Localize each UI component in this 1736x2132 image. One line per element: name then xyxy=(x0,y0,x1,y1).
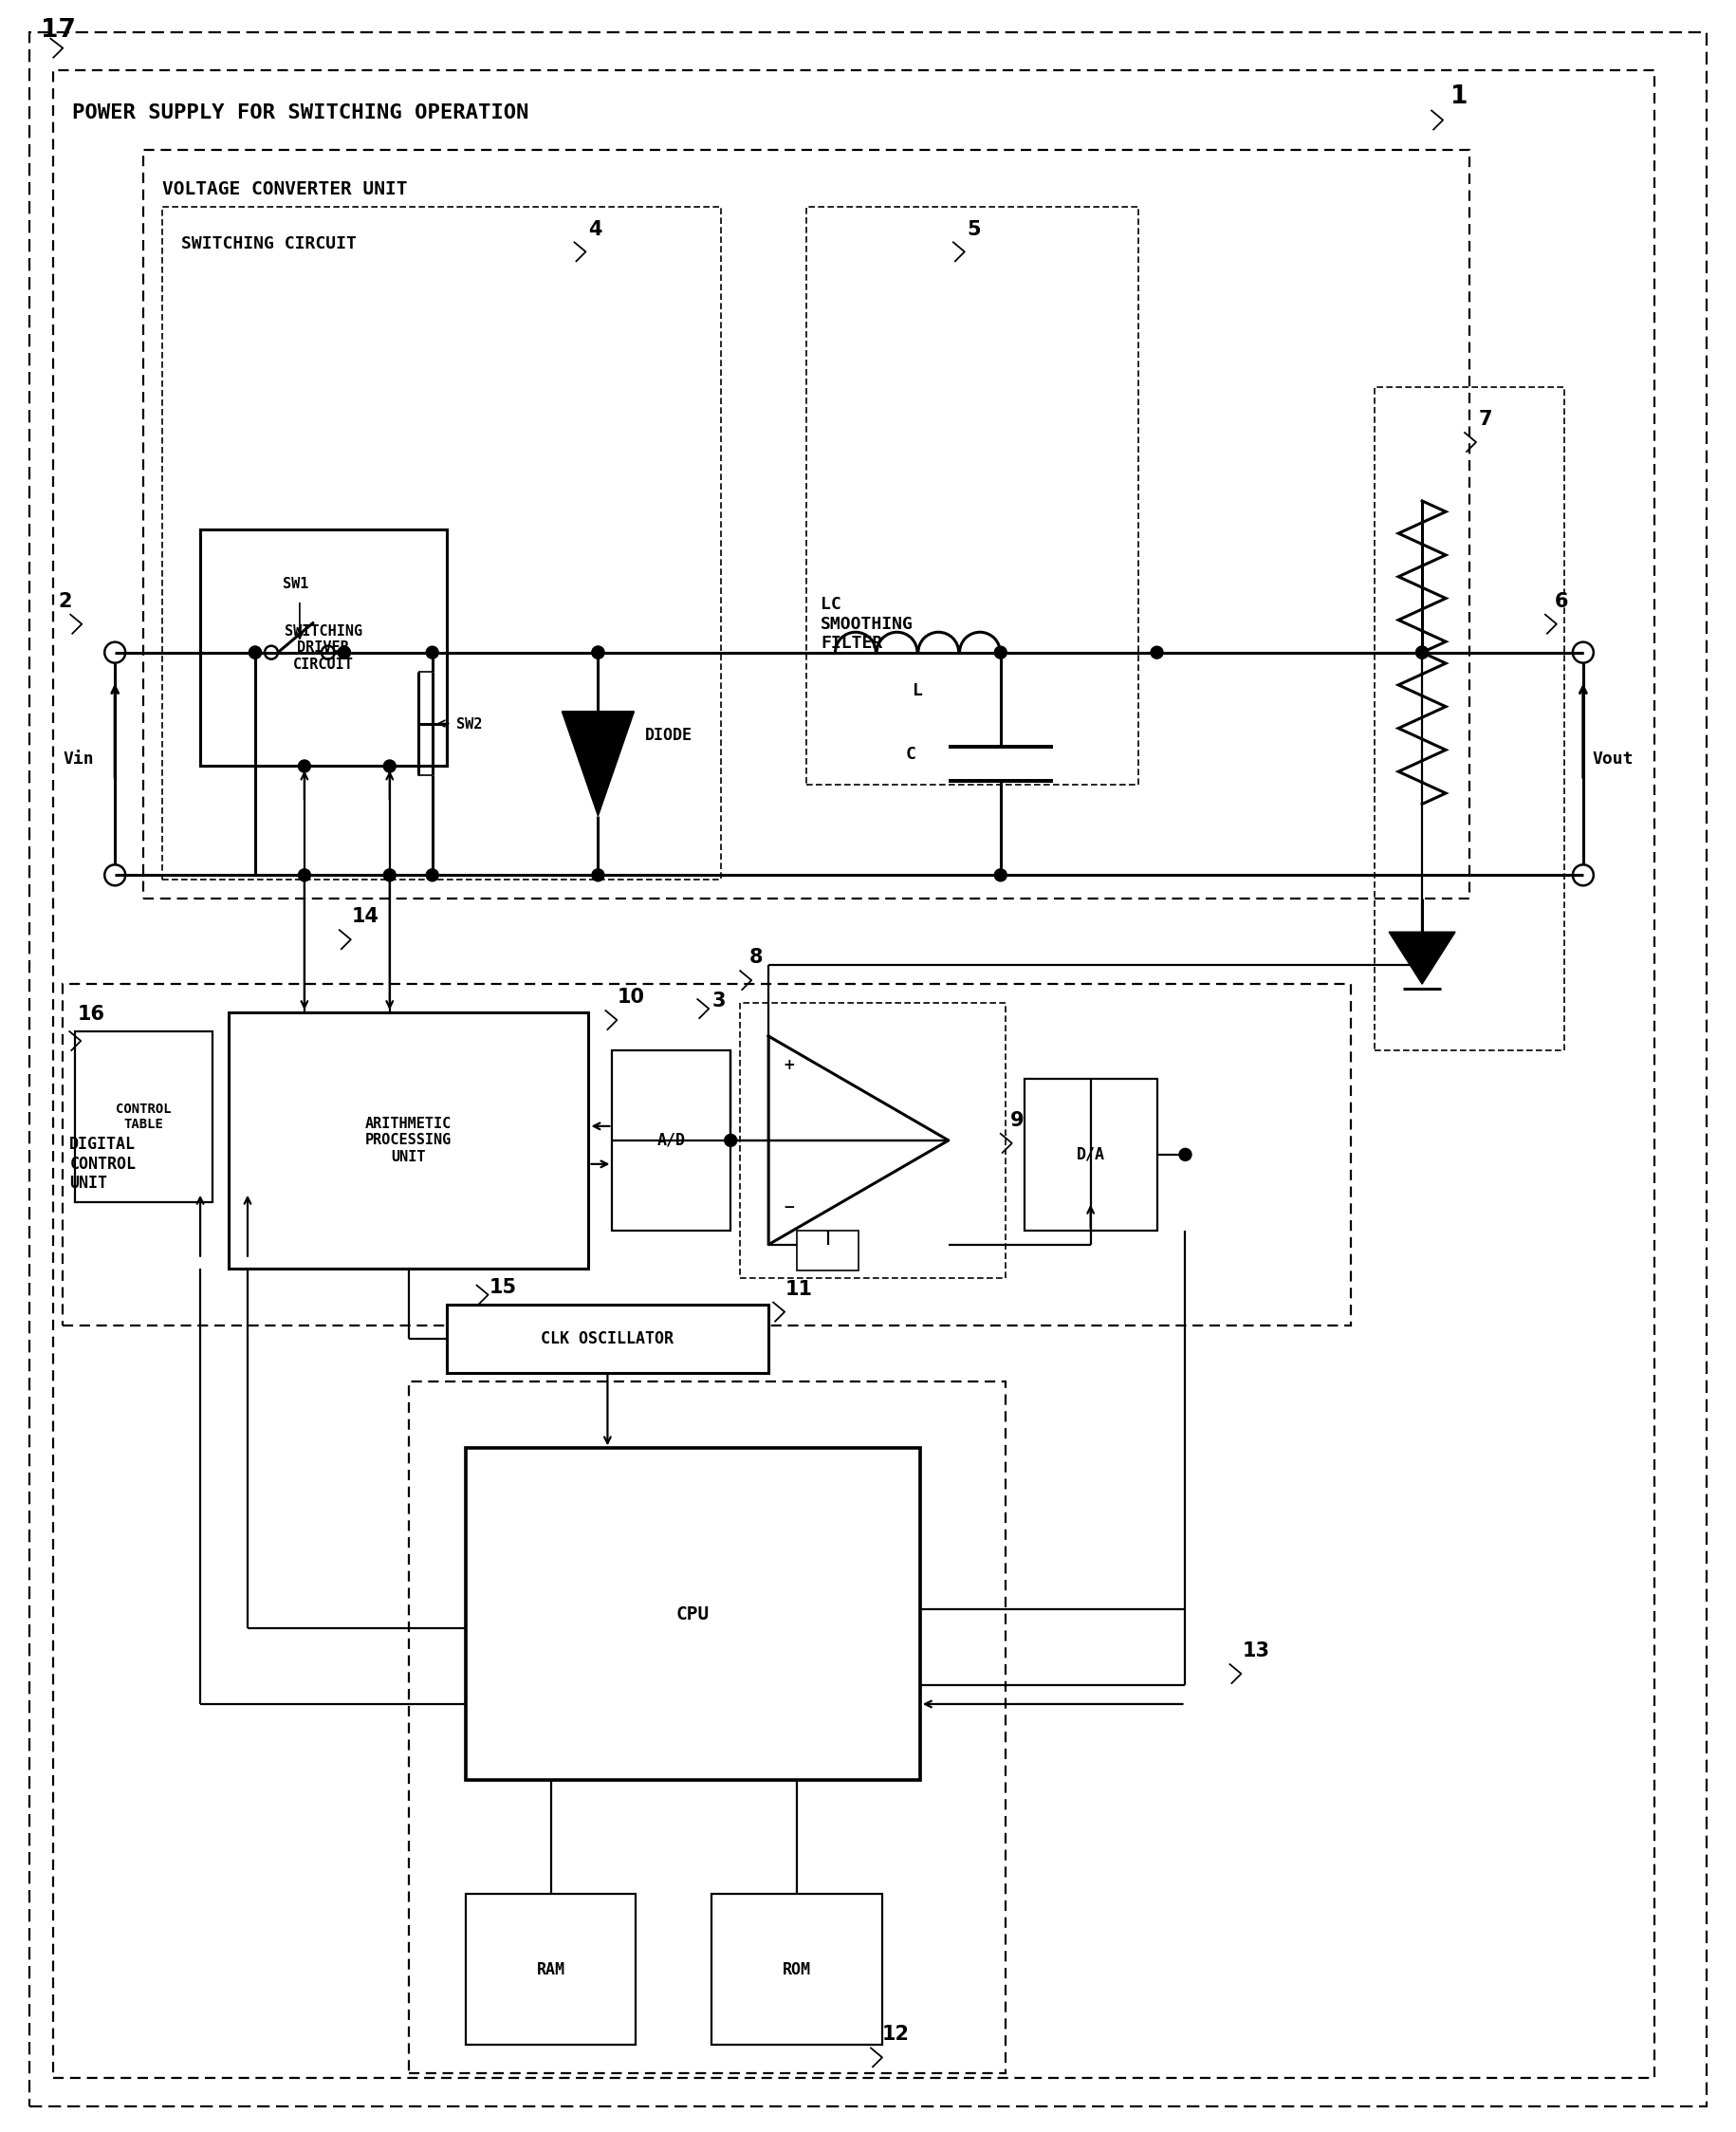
Bar xyxy=(1024,1079,1156,1230)
Circle shape xyxy=(248,646,262,659)
Circle shape xyxy=(339,646,351,659)
Circle shape xyxy=(592,646,604,659)
Circle shape xyxy=(425,646,439,659)
Text: +: + xyxy=(783,1057,795,1072)
Text: ARITHMETIC
PROCESSING
UNIT: ARITHMETIC PROCESSING UNIT xyxy=(365,1117,451,1164)
Text: 3: 3 xyxy=(712,991,726,1011)
Circle shape xyxy=(1417,646,1429,659)
Text: LC
SMOOTHING
FILTER: LC SMOOTHING FILTER xyxy=(821,595,913,652)
Bar xyxy=(144,151,1469,900)
Bar xyxy=(465,1893,635,2045)
Bar xyxy=(712,1893,882,2045)
Text: CLK OSCILLATOR: CLK OSCILLATOR xyxy=(542,1330,674,1347)
Polygon shape xyxy=(562,712,634,817)
Text: −: − xyxy=(783,1200,795,1215)
Bar xyxy=(229,1013,589,1269)
Bar xyxy=(797,1230,859,1271)
Circle shape xyxy=(1417,646,1429,659)
Text: L: L xyxy=(913,682,924,699)
Text: POWER SUPPLY FOR SWITCHING OPERATION: POWER SUPPLY FOR SWITCHING OPERATION xyxy=(73,102,529,122)
Bar xyxy=(75,1032,212,1202)
Text: 13: 13 xyxy=(1243,1642,1269,1661)
Text: 4: 4 xyxy=(589,220,602,239)
Circle shape xyxy=(299,870,311,881)
Bar xyxy=(740,1002,1005,1277)
Text: 11: 11 xyxy=(786,1279,812,1298)
Text: SW1: SW1 xyxy=(283,576,309,591)
Bar xyxy=(446,1305,769,1373)
Text: 17: 17 xyxy=(42,17,76,43)
Bar xyxy=(408,1382,1005,2074)
Text: RAM: RAM xyxy=(536,1961,564,1978)
Text: D/A: D/A xyxy=(1076,1147,1104,1164)
Circle shape xyxy=(384,870,396,881)
Bar xyxy=(200,529,446,765)
Text: DIODE: DIODE xyxy=(646,727,693,744)
Text: 2: 2 xyxy=(57,593,71,610)
Circle shape xyxy=(425,870,439,881)
Text: 16: 16 xyxy=(76,1004,104,1023)
Text: CONTROL
TABLE: CONTROL TABLE xyxy=(116,1102,172,1130)
Text: CPU: CPU xyxy=(675,1605,710,1622)
Circle shape xyxy=(995,870,1007,881)
Text: 1: 1 xyxy=(1451,83,1469,109)
Text: C: C xyxy=(906,746,917,763)
Text: SWITCHING
DRIVER
CIRCUIT: SWITCHING DRIVER CIRCUIT xyxy=(285,625,363,672)
Text: 10: 10 xyxy=(616,987,644,1006)
Bar xyxy=(163,207,720,881)
Text: Vin: Vin xyxy=(62,750,94,768)
Circle shape xyxy=(592,646,604,659)
Circle shape xyxy=(1179,1149,1191,1160)
Circle shape xyxy=(384,759,396,772)
Bar xyxy=(613,1051,731,1230)
Text: 6: 6 xyxy=(1555,593,1568,610)
Text: 9: 9 xyxy=(1010,1111,1024,1130)
Text: VOLTAGE CONVERTER UNIT: VOLTAGE CONVERTER UNIT xyxy=(163,181,408,198)
Text: SW2: SW2 xyxy=(457,716,483,731)
Circle shape xyxy=(724,1134,736,1147)
Circle shape xyxy=(592,870,604,881)
Bar xyxy=(465,1448,920,1780)
Bar xyxy=(62,985,1351,1326)
Circle shape xyxy=(248,646,262,659)
Text: 5: 5 xyxy=(967,220,981,239)
Text: 7: 7 xyxy=(1479,409,1493,429)
Text: ROM: ROM xyxy=(783,1961,811,1978)
Text: Vout: Vout xyxy=(1592,750,1634,768)
Text: 12: 12 xyxy=(882,2025,910,2045)
Bar xyxy=(807,207,1139,785)
Text: DIGITAL
CONTROL
UNIT: DIGITAL CONTROL UNIT xyxy=(69,1136,135,1192)
Bar xyxy=(1375,388,1564,1051)
Circle shape xyxy=(1151,646,1163,659)
Text: 15: 15 xyxy=(490,1277,517,1296)
Text: A/D: A/D xyxy=(658,1132,686,1149)
Text: SWITCHING CIRCUIT: SWITCHING CIRCUIT xyxy=(181,237,356,254)
Polygon shape xyxy=(1389,932,1455,985)
Circle shape xyxy=(995,646,1007,659)
Text: 14: 14 xyxy=(352,908,378,925)
Text: 8: 8 xyxy=(750,949,764,968)
Circle shape xyxy=(299,759,311,772)
Circle shape xyxy=(339,646,351,659)
